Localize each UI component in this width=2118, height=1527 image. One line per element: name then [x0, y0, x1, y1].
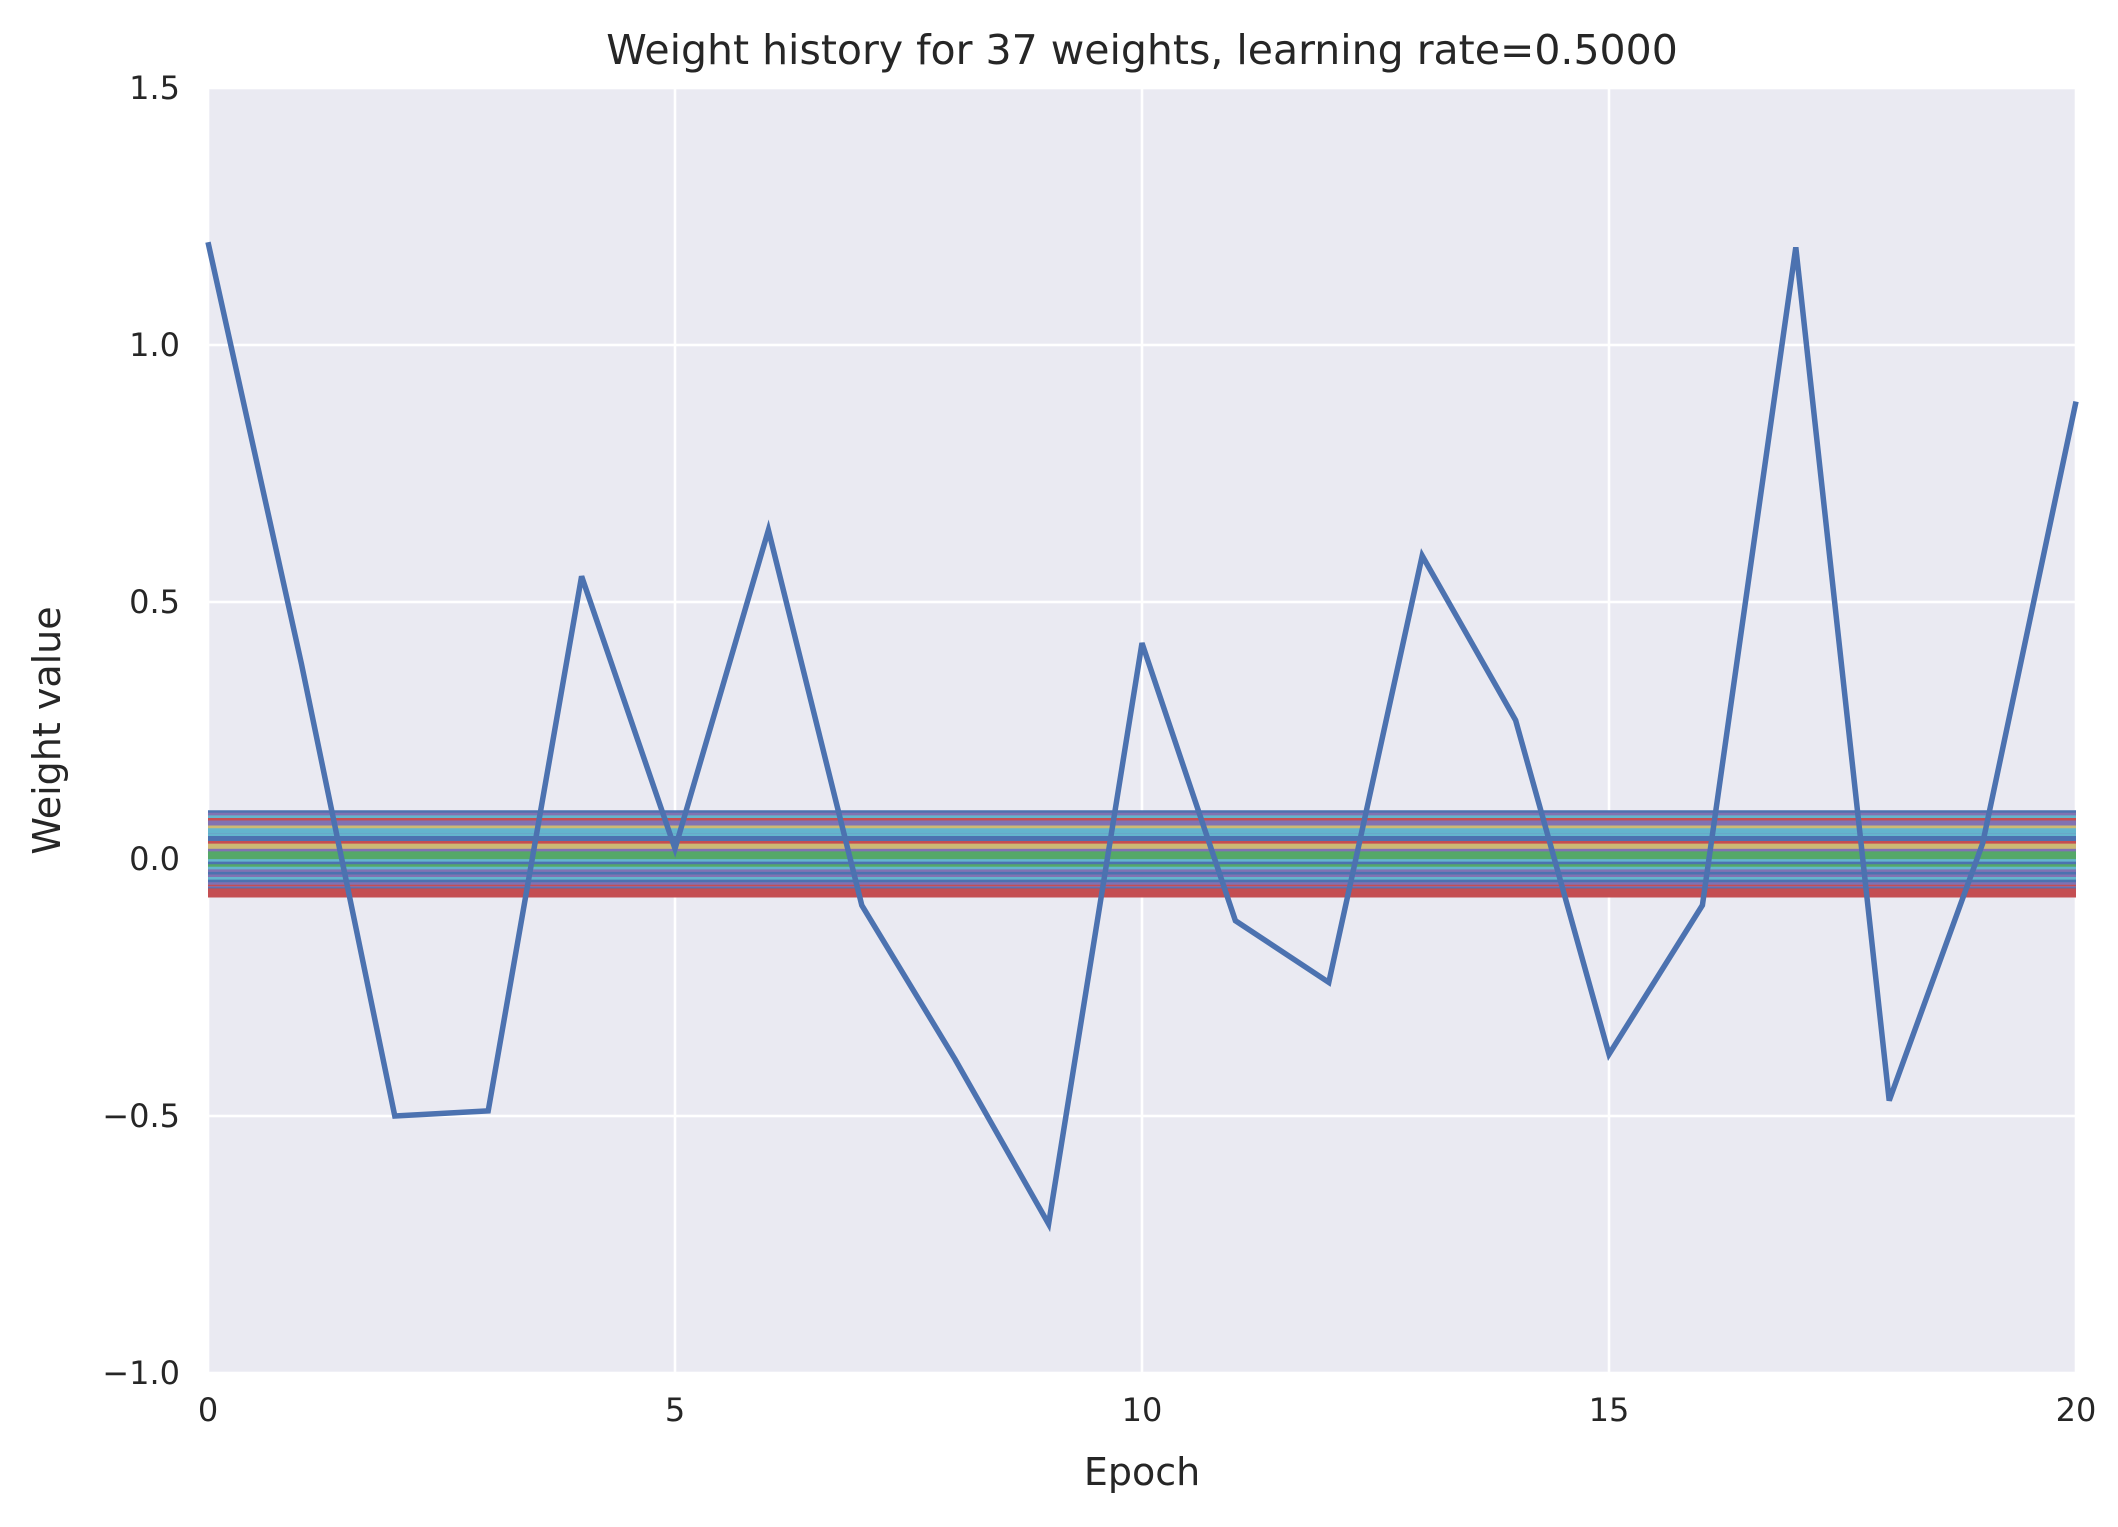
x-tick-label: 0	[198, 1391, 218, 1429]
y-axis-label: Weight value	[25, 606, 69, 854]
y-tick-labels: −1.0 −0.5 0.0 0.5 1.0 1.5	[102, 69, 180, 1392]
y-tick-label: 0.0	[129, 840, 180, 878]
x-tick-label: 15	[1589, 1391, 1630, 1429]
x-tick-label: 5	[665, 1391, 685, 1429]
y-tick-label: 0.5	[129, 583, 180, 621]
chart-title: Weight history for 37 weights, learning …	[606, 26, 1678, 74]
x-tick-label: 10	[1122, 1391, 1163, 1429]
x-tick-labels: 0 5 10 15 20	[198, 1391, 2097, 1429]
y-tick-label: −1.0	[102, 1354, 180, 1392]
y-tick-label: 1.0	[129, 326, 180, 364]
x-tick-label: 20	[2056, 1391, 2097, 1429]
weight-series-lines	[205, 241, 2079, 1233]
x-axis-label: Epoch	[1084, 1450, 1200, 1494]
y-tick-label: 1.5	[129, 69, 180, 107]
y-tick-label: −0.5	[102, 1097, 180, 1135]
flat-weight-lines	[208, 810, 2076, 898]
weight-series-line	[205, 241, 2079, 1233]
